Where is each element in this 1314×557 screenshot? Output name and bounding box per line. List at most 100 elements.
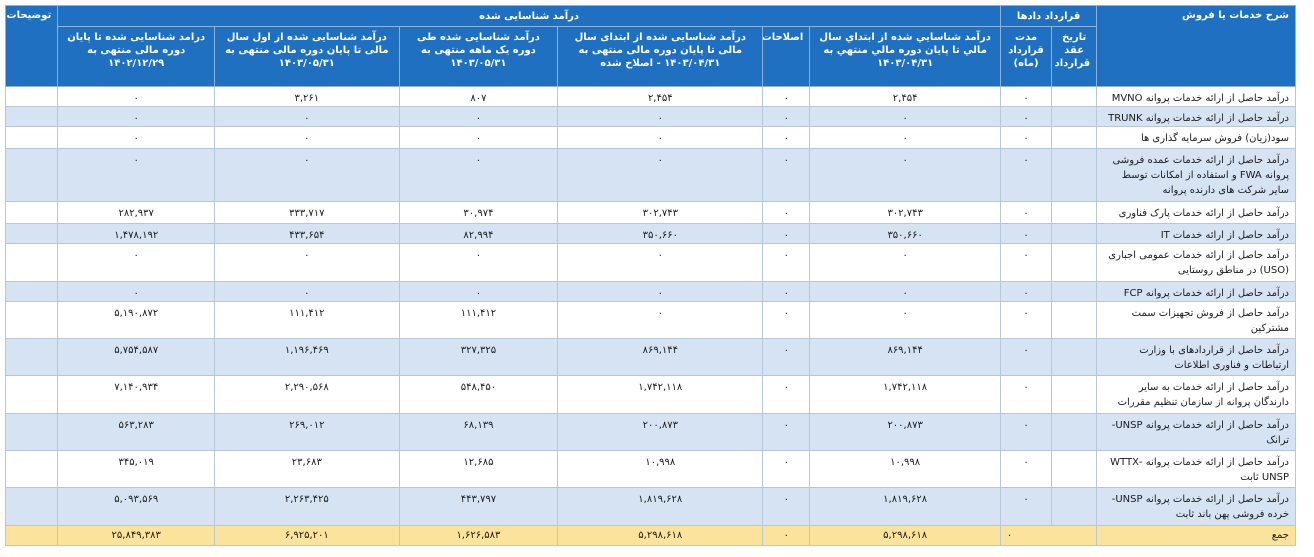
row-contract-date <box>1051 201 1098 224</box>
total-adjustments: ۰ <box>762 525 811 546</box>
header-notes: توضیحات <box>4 5 59 87</box>
row-contract-duration: ۰ <box>999 201 1053 224</box>
row-contract-duration: ۰ <box>999 301 1053 339</box>
row-notes <box>4 301 59 339</box>
row-notes <box>4 106 59 127</box>
row-revenue-fiscal-year-to: ۲۳,۶۸۳ <box>214 450 400 488</box>
row-description: درآمد حاصل از ارائه خدمات IT <box>1096 223 1296 244</box>
row-revenue-one-month: ۰ <box>398 243 559 282</box>
table-header: شرح خدمات یا فروش قرارداد دادها درآمد شن… <box>4 5 1296 87</box>
row-revenue-previous-year: ۰ <box>57 148 216 202</box>
row-notes <box>4 243 59 282</box>
row-revenue-fiscal-year-to: ۴۳۳,۶۵۴ <box>214 223 400 244</box>
row-notes <box>4 201 59 224</box>
total-row: جمع ۰ ۵,۲۹۸,۶۱۸ ۰ ۵,۲۹۸,۶۱۸ ۱,۶۲۶,۵۸۳ ۶,… <box>4 525 1296 546</box>
row-notes <box>4 126 59 149</box>
row-description: درآمد حاصل از ارائه خدمات پارک فناوری <box>1096 201 1296 224</box>
table-row: درآمد حاصل از ارائه خدمات پروانه UNSP- خ… <box>4 487 1296 526</box>
header-revenue-start-of-year: درآمد شناسایي شده از ابتداي سال مالي تا … <box>809 26 1001 87</box>
header-adjustments: اصلاحات <box>762 26 811 87</box>
table-row: درآمد حاصل از ارائه خدمات پروانه -WTTX U… <box>4 450 1296 488</box>
row-contract-date <box>1051 375 1098 414</box>
row-revenue-corrected: ۰ <box>557 301 764 339</box>
row-description: درآمد حاصل از ارائه خدمات عمومی اجباری (… <box>1096 243 1296 282</box>
row-revenue-corrected: ۸۶۹,۱۴۴ <box>557 338 764 376</box>
row-revenue-fiscal-year-to: ۰ <box>214 281 400 302</box>
header-contracts: قرارداد دادها <box>999 5 1098 27</box>
header-contract-date: تاریخ عقد قرارداد <box>1051 26 1098 87</box>
row-revenue-corrected: ۲,۴۵۴ <box>557 86 764 107</box>
row-contract-duration: ۰ <box>999 243 1053 282</box>
row-revenue-corrected: ۰ <box>557 126 764 149</box>
row-revenue-start-of-year: ۱,۸۱۹,۶۲۸ <box>809 487 1001 526</box>
table-row: درآمد حاصل از ارائه خدمات پروانه MVNO ۰ … <box>4 86 1296 107</box>
row-revenue-start-of-year: ۰ <box>809 126 1001 149</box>
row-revenue-fiscal-year-to: ۳,۲۶۱ <box>214 86 400 107</box>
row-description: سود(زیان) فروش سرمایه گذاری ها <box>1096 126 1296 149</box>
row-revenue-start-of-year: ۱۰,۹۹۸ <box>809 450 1001 488</box>
row-adjustments: ۰ <box>762 201 811 224</box>
row-contract-duration: ۰ <box>999 148 1053 202</box>
table-row: درآمد حاصل از ارائه خدمات به سایر دارندگ… <box>4 375 1296 414</box>
row-description: درآمد حاصل از ارائه خدمات پروانه UNSP- ت… <box>1096 413 1296 451</box>
row-description: درآمد حاصل از ارائه خدمات پروانه MVNO <box>1096 86 1296 107</box>
row-adjustments: ۰ <box>762 487 811 526</box>
row-contract-date <box>1051 148 1098 202</box>
table-row: درآمد حاصل از ارائه خدمات پارک فناوری ۰ … <box>4 201 1296 224</box>
row-contract-date <box>1051 413 1098 451</box>
row-notes <box>4 450 59 488</box>
row-contract-duration: ۰ <box>999 338 1053 376</box>
row-notes <box>4 148 59 202</box>
row-contract-duration: ۰ <box>999 223 1053 244</box>
row-revenue-previous-year: ۵۶۳,۲۸۳ <box>57 413 216 451</box>
row-revenue-fiscal-year-to: ۱۱۱,۴۱۲ <box>214 301 400 339</box>
table-row: درآمد حاصل از ارائه خدمات عمومی اجباری (… <box>4 243 1296 282</box>
row-revenue-fiscal-year-to: ۲,۲۹۰,۵۶۸ <box>214 375 400 414</box>
row-contract-duration: ۰ <box>999 375 1053 414</box>
row-description: درآمد حاصل از ارائه خدمات پروانه -WTTX U… <box>1096 450 1296 488</box>
row-contract-duration: ۰ <box>999 126 1053 149</box>
row-revenue-start-of-year: ۸۶۹,۱۴۴ <box>809 338 1001 376</box>
row-revenue-one-month: ۰ <box>398 281 559 302</box>
header-revenue-previous-year: درامد شناسایی شده تا پایان دوره مالی منت… <box>57 26 216 87</box>
header-revenue-fiscal-year-to: درآمد شناسایی شده از اول سال مالی تا پای… <box>214 26 400 87</box>
total-notes <box>4 525 59 546</box>
row-revenue-one-month: ۰ <box>398 126 559 149</box>
row-adjustments: ۰ <box>762 413 811 451</box>
row-adjustments: ۰ <box>762 338 811 376</box>
row-adjustments: ۰ <box>762 375 811 414</box>
row-contract-date <box>1051 86 1098 107</box>
row-revenue-previous-year: ۳۴۵,۰۱۹ <box>57 450 216 488</box>
row-revenue-one-month: ۸۲,۹۹۴ <box>398 223 559 244</box>
row-revenue-previous-year: ۲۸۲,۹۳۷ <box>57 201 216 224</box>
row-adjustments: ۰ <box>762 148 811 202</box>
row-contract-date <box>1051 301 1098 339</box>
row-revenue-fiscal-year-to: ۰ <box>214 126 400 149</box>
row-revenue-corrected: ۲۰۰,۸۷۳ <box>557 413 764 451</box>
row-contract-date <box>1051 281 1098 302</box>
row-description: درآمد حاصل از قراردادهای با وزارت ارتباط… <box>1096 338 1296 376</box>
row-revenue-previous-year: ۱,۴۷۸,۱۹۲ <box>57 223 216 244</box>
row-revenue-start-of-year: ۰ <box>809 106 1001 127</box>
row-revenue-corrected: ۳۵۰,۶۶۰ <box>557 223 764 244</box>
row-revenue-start-of-year: ۱,۷۴۲,۱۱۸ <box>809 375 1001 414</box>
row-adjustments: ۰ <box>762 223 811 244</box>
row-adjustments: ۰ <box>762 126 811 149</box>
row-description: درآمد حاصل از ارائه خدمات عمده فروشی پرو… <box>1096 148 1296 202</box>
row-adjustments: ۰ <box>762 450 811 488</box>
table-row: درآمد حاصل از فروش تجهیزات سمت مشترکین ۰… <box>4 301 1296 339</box>
row-notes <box>4 487 59 526</box>
row-revenue-fiscal-year-to: ۳۳۳,۷۱۷ <box>214 201 400 224</box>
row-revenue-fiscal-year-to: ۰ <box>214 148 400 202</box>
row-notes <box>4 86 59 107</box>
row-contract-duration: ۰ <box>999 450 1053 488</box>
total-contract-duration: ۰ <box>999 525 1098 546</box>
row-revenue-one-month: ۸۰۷ <box>398 86 559 107</box>
row-adjustments: ۰ <box>762 281 811 302</box>
row-contract-date <box>1051 106 1098 127</box>
row-revenue-corrected: ۱۰,۹۹۸ <box>557 450 764 488</box>
row-revenue-one-month: ۱۱۱,۴۱۲ <box>398 301 559 339</box>
row-revenue-corrected: ۱,۷۴۲,۱۱۸ <box>557 375 764 414</box>
row-contract-date <box>1051 126 1098 149</box>
row-contract-date <box>1051 487 1098 526</box>
